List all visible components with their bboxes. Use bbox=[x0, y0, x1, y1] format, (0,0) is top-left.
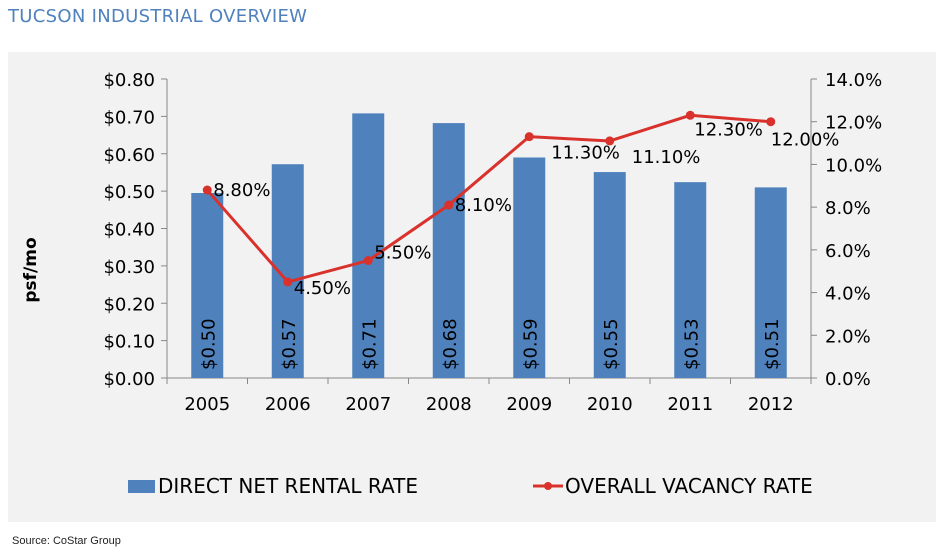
vacancy-point bbox=[685, 110, 695, 120]
bar bbox=[674, 182, 707, 378]
source-note: Source: CoStar Group bbox=[12, 535, 121, 547]
vacancy-point bbox=[202, 185, 212, 195]
vacancy-labels: 8.80% 4.50% 5.50% 8.10% 11.30% 11.10% 12.30% 12… bbox=[213, 119, 839, 299]
bar-data-label: $0.68 bbox=[440, 318, 461, 370]
legend: DIRECT NET RENTAL RATE OVERALL VACANCY R… bbox=[128, 474, 813, 498]
y2-tick-label: 12.0% bbox=[825, 113, 882, 134]
vacancy-data-label: 11.10% bbox=[632, 147, 701, 168]
y2-tick-label: 4.0% bbox=[825, 284, 871, 305]
vacancy-polyline bbox=[206, 113, 771, 284]
vacancy-data-label: 12.30% bbox=[694, 119, 763, 140]
x-tick-label: 2012 bbox=[748, 394, 794, 415]
vacancy-data-label: 8.80% bbox=[213, 180, 270, 201]
x-tick-label: 2010 bbox=[587, 394, 633, 415]
bar-data-label: $0.50 bbox=[198, 318, 219, 370]
legend-bar-label: DIRECT NET RENTAL RATE bbox=[158, 474, 418, 498]
y-tick-label: $0.20 bbox=[103, 294, 155, 315]
vacancy-line bbox=[202, 110, 776, 287]
vacancy-data-label: 11.30% bbox=[551, 143, 620, 164]
bar-data-label: $0.57 bbox=[279, 318, 300, 370]
y2-tick-label: 6.0% bbox=[825, 241, 871, 262]
bar-data-label: $0.51 bbox=[762, 318, 783, 370]
vacancy-point bbox=[283, 277, 293, 287]
x-tick-labels: 2005 2006 2007 2008 2009 2010 2011 2012 bbox=[184, 394, 793, 415]
y2-tick-label: 10.0% bbox=[825, 155, 882, 176]
vacancy-point bbox=[524, 132, 534, 142]
y-tick-label: $0.00 bbox=[103, 369, 155, 390]
vacancy-data-label: 12.00% bbox=[771, 130, 840, 151]
legend-line-label: OVERALL VACANCY RATE bbox=[565, 474, 813, 498]
y2-tick-label: 0.0% bbox=[825, 369, 871, 390]
legend-bar-swatch bbox=[128, 480, 155, 493]
y-tick-label: $0.80 bbox=[103, 70, 155, 91]
bar bbox=[191, 192, 224, 378]
bar bbox=[432, 123, 465, 378]
bar bbox=[593, 172, 626, 378]
bar-data-label: $0.55 bbox=[601, 318, 622, 370]
vacancy-point bbox=[766, 117, 776, 127]
bars bbox=[191, 113, 787, 378]
y2-tick-label: 14.0% bbox=[825, 70, 882, 91]
page-title: TUCSON INDUSTRIAL OVERVIEW bbox=[8, 6, 308, 27]
x-tick-label: 2006 bbox=[265, 394, 311, 415]
vacancy-data-label: 8.10% bbox=[455, 195, 512, 216]
y-tick-label: $0.60 bbox=[103, 145, 155, 166]
bar-data-label: $0.53 bbox=[681, 318, 702, 370]
bar-data-label: $0.71 bbox=[359, 318, 380, 370]
x-tick-label: 2008 bbox=[426, 394, 472, 415]
x-tick-label: 2009 bbox=[506, 394, 552, 415]
y-tick-label: $0.70 bbox=[103, 107, 155, 128]
y2-tick-label: 2.0% bbox=[825, 326, 871, 347]
y-tick-label: $0.50 bbox=[103, 182, 155, 203]
y-tick-label: $0.30 bbox=[103, 257, 155, 278]
x-tick-label: 2005 bbox=[184, 394, 230, 415]
y2-tick-label: 8.0% bbox=[825, 198, 871, 219]
chart-panel: $0.00 $0.10 $0.20 $0.30 $0.40 $0.50 $0.60 $0.70… bbox=[8, 52, 936, 522]
vacancy-point bbox=[444, 200, 454, 210]
chart: $0.00 $0.10 $0.20 $0.30 $0.40 $0.50 $0.60 $0.70… bbox=[21, 70, 882, 498]
x-tick-label: 2007 bbox=[345, 394, 391, 415]
axes: $0.00 $0.10 $0.20 $0.30 $0.40 $0.50 $0.60 $0.70… bbox=[103, 70, 882, 390]
bar-data-label: $0.59 bbox=[520, 318, 541, 370]
vacancy-point bbox=[605, 136, 615, 146]
bar bbox=[754, 187, 787, 378]
bar-labels: $0.50 $0.57 $0.71 $0.68 $0.59 $0.55 $0.53 $0.51 bbox=[198, 318, 783, 370]
bar bbox=[513, 157, 546, 378]
y-tick-label: $0.10 bbox=[103, 332, 155, 353]
bar bbox=[352, 113, 385, 378]
vacancy-data-label: 5.50% bbox=[374, 243, 431, 264]
legend-line-marker bbox=[544, 482, 552, 490]
vacancy-data-label: 4.50% bbox=[294, 278, 351, 299]
vacancy-point bbox=[363, 256, 373, 266]
y-axis-label: psf/mo bbox=[21, 237, 41, 302]
y-tick-label: $0.40 bbox=[103, 220, 155, 241]
x-tick-label: 2011 bbox=[667, 394, 713, 415]
